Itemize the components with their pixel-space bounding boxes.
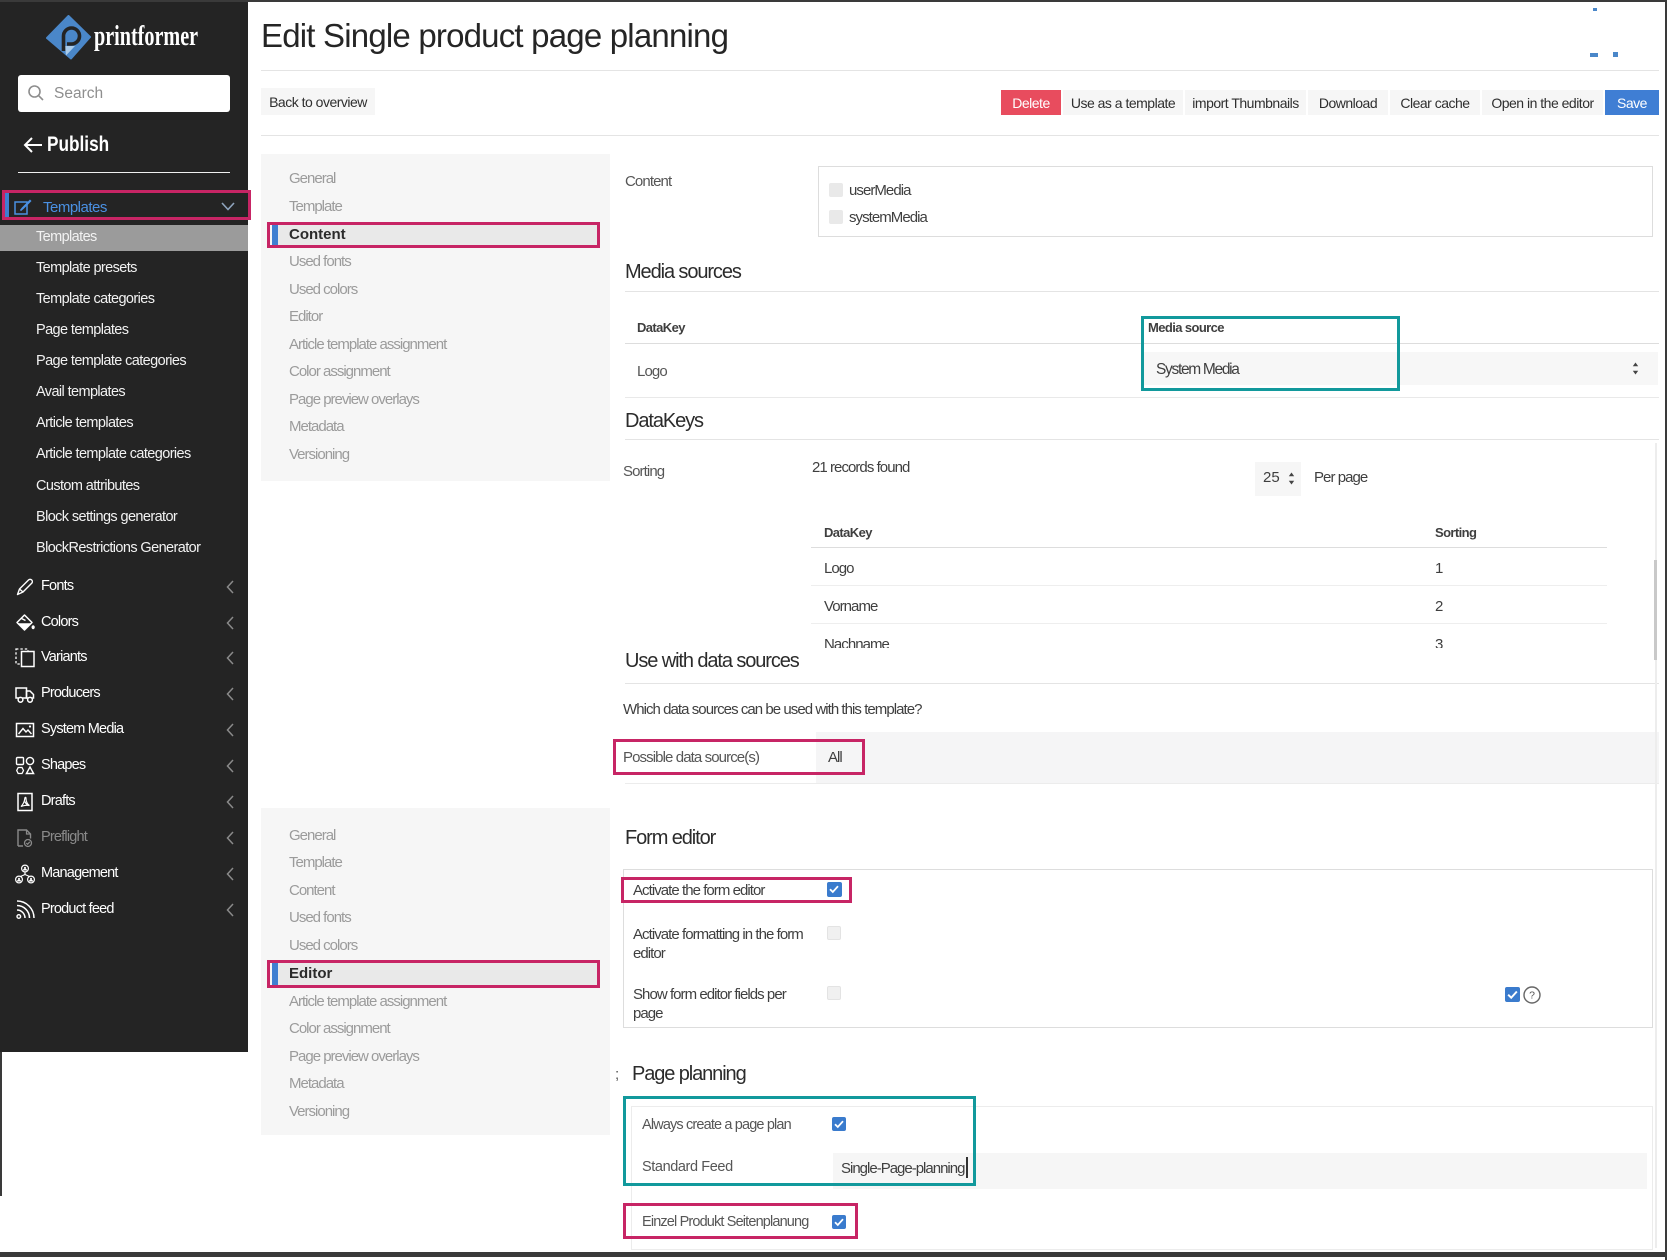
svg-text:?: ? <box>1529 990 1535 1002</box>
